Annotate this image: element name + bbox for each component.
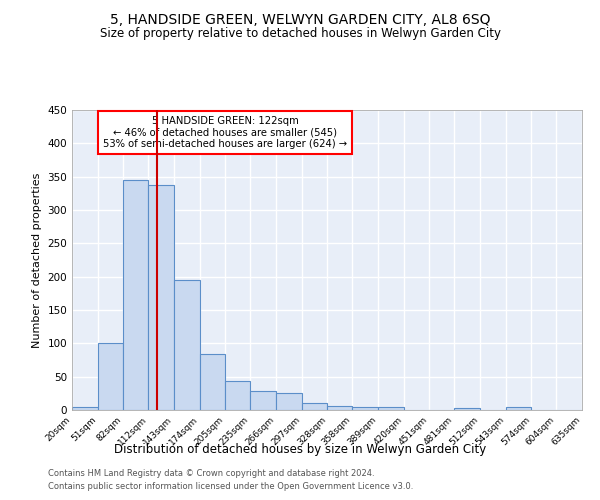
Bar — [250, 392, 276, 410]
Bar — [378, 406, 404, 410]
Bar — [72, 406, 98, 410]
Bar — [506, 408, 532, 410]
Text: 5, HANDSIDE GREEN, WELWYN GARDEN CITY, AL8 6SQ: 5, HANDSIDE GREEN, WELWYN GARDEN CITY, A… — [110, 12, 490, 26]
Text: Distribution of detached houses by size in Welwyn Garden City: Distribution of detached houses by size … — [114, 442, 486, 456]
Text: Size of property relative to detached houses in Welwyn Garden City: Size of property relative to detached ho… — [100, 28, 500, 40]
Bar — [124, 180, 148, 410]
Text: Contains public sector information licensed under the Open Government Licence v3: Contains public sector information licen… — [48, 482, 413, 491]
Bar — [148, 186, 174, 410]
Bar — [276, 392, 302, 410]
Text: 5 HANDSIDE GREEN: 122sqm
← 46% of detached houses are smaller (545)
53% of semi-: 5 HANDSIDE GREEN: 122sqm ← 46% of detach… — [103, 116, 347, 149]
Bar — [454, 408, 480, 410]
Bar — [174, 280, 200, 410]
Bar — [98, 344, 124, 410]
Bar — [352, 408, 378, 410]
Y-axis label: Number of detached properties: Number of detached properties — [32, 172, 42, 348]
Bar — [302, 404, 328, 410]
Bar — [226, 382, 250, 410]
Bar — [328, 406, 352, 410]
Bar — [200, 354, 226, 410]
Text: Contains HM Land Registry data © Crown copyright and database right 2024.: Contains HM Land Registry data © Crown c… — [48, 468, 374, 477]
